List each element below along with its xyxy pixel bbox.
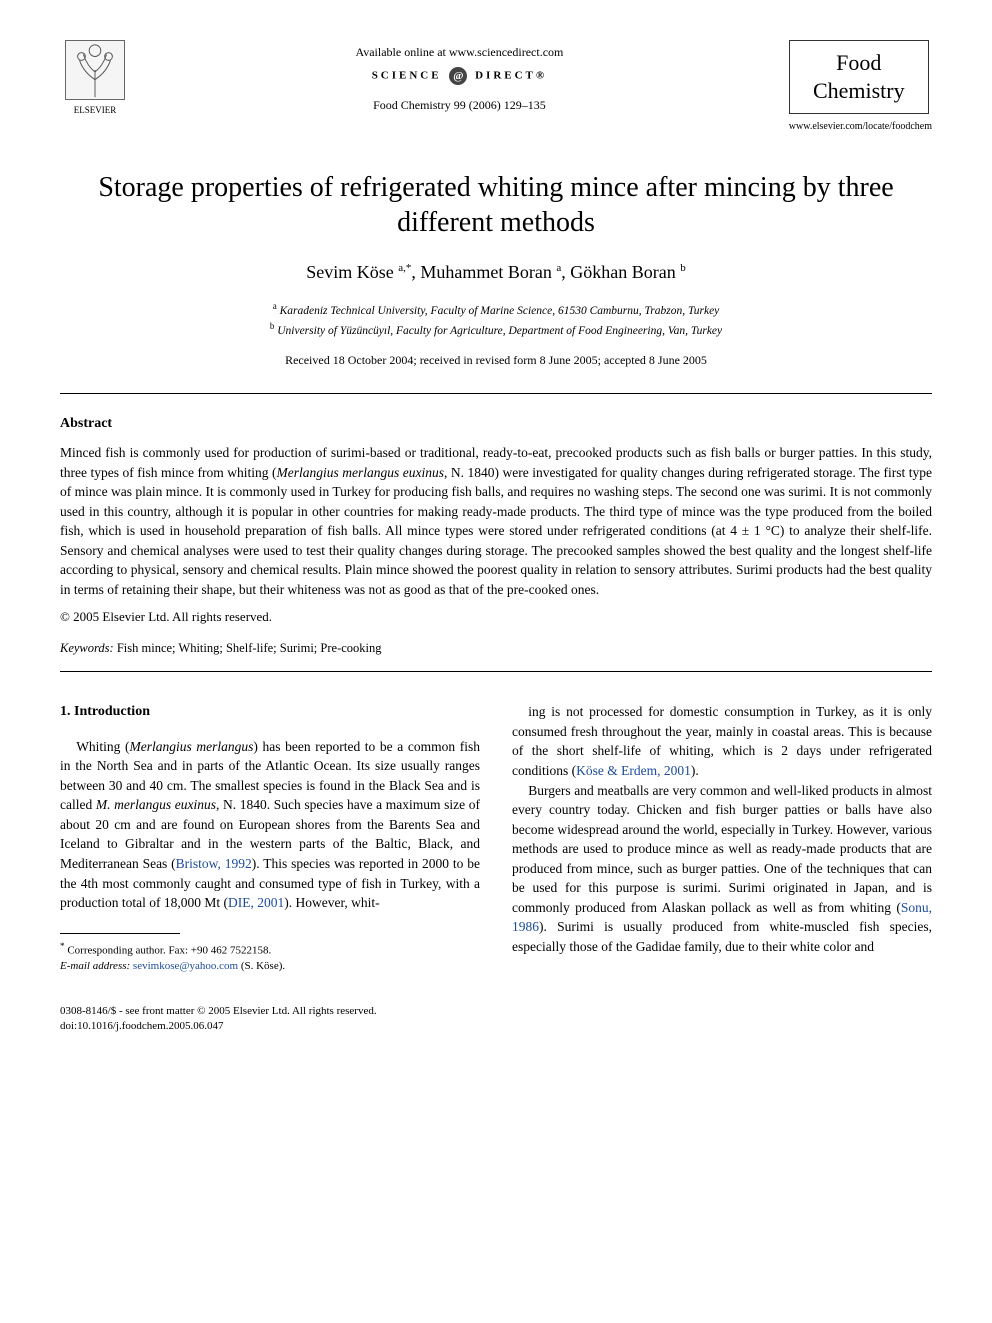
at-icon: @	[449, 67, 467, 85]
authors: Sevim Köse a,*, Muhammet Boran a, Gökhan…	[60, 260, 932, 285]
doi-line: doi:10.1016/j.foodchem.2005.06.047	[60, 1019, 932, 1034]
available-online-line: Available online at www.sciencedirect.co…	[130, 44, 789, 61]
footnote-email-who: (S. Köse).	[241, 960, 285, 972]
scidirect-left: SCIENCE	[372, 69, 442, 81]
article-title: Storage properties of refrigerated whiti…	[60, 170, 932, 240]
footnote-separator	[60, 933, 180, 934]
keywords-label: Keywords:	[60, 641, 114, 655]
scidirect-right: DIRECT®	[475, 69, 547, 81]
elsevier-logo: ELSEVIER	[60, 40, 130, 117]
abstract-copyright: © 2005 Elsevier Ltd. All rights reserved…	[60, 608, 932, 626]
journal-name-1: Food	[806, 51, 912, 75]
abstract-heading: Abstract	[60, 414, 932, 434]
corresponding-footnote: * Corresponding author. Fax: +90 462 752…	[60, 940, 480, 974]
locate-url: www.elsevier.com/locate/foodchem	[789, 120, 932, 134]
intro-para-right-1: ing is not processed for domestic consum…	[512, 702, 932, 780]
elsevier-label: ELSEVIER	[60, 104, 130, 117]
footnote-email[interactable]: sevimkose@yahoo.com	[133, 960, 238, 972]
intro-para-right-2: Burgers and meatballs are very common an…	[512, 781, 932, 957]
article-dates: Received 18 October 2004; received in re…	[60, 352, 932, 369]
center-header: Available online at www.sciencedirect.co…	[130, 40, 789, 118]
journal-box-wrap: Food Chemistry www.elsevier.com/locate/f…	[789, 40, 932, 134]
rule-top	[60, 393, 932, 394]
footnote-email-label: E-mail address:	[60, 960, 130, 972]
keywords-list: Fish mince; Whiting; Shelf-life; Surimi;…	[117, 641, 382, 655]
section-1-heading: 1. Introduction	[60, 702, 480, 722]
issn-line: 0308-8146/$ - see front matter © 2005 El…	[60, 1004, 932, 1019]
footnote-corr: * Corresponding author. Fax: +90 462 752…	[60, 940, 480, 959]
rule-bottom	[60, 671, 932, 672]
bottom-meta: 0308-8146/$ - see front matter © 2005 El…	[60, 1004, 932, 1034]
affiliation-a: a Karadeniz Technical University, Facult…	[60, 300, 932, 320]
footnote-corr-text: Corresponding author. Fax: +90 462 75221…	[67, 944, 271, 956]
affiliations: a Karadeniz Technical University, Facult…	[60, 300, 932, 340]
keywords: Keywords: Fish mince; Whiting; Shelf-lif…	[60, 640, 932, 658]
left-column: 1. Introduction Whiting (Merlangius merl…	[60, 702, 480, 974]
journal-name-2: Chemistry	[806, 79, 912, 103]
affiliation-b: b University of Yüzüncüyıl, Faculty for …	[60, 320, 932, 340]
sciencedirect-logo: SCIENCE @ DIRECT®	[130, 67, 789, 85]
page-header: ELSEVIER Available online at www.science…	[60, 40, 932, 134]
affiliation-a-text: Karadeniz Technical University, Faculty …	[280, 304, 720, 316]
journal-reference: Food Chemistry 99 (2006) 129–135	[130, 97, 789, 114]
abstract-body: Minced fish is commonly used for product…	[60, 443, 932, 600]
affiliation-b-text: University of Yüzüncüyıl, Faculty for Ag…	[277, 324, 722, 336]
body-columns: 1. Introduction Whiting (Merlangius merl…	[60, 702, 932, 974]
journal-title-box: Food Chemistry	[789, 40, 929, 114]
footnote-email-line: E-mail address: sevimkose@yahoo.com (S. …	[60, 959, 480, 974]
elsevier-tree-icon	[65, 40, 125, 100]
right-column: ing is not processed for domestic consum…	[512, 702, 932, 974]
intro-para-left: Whiting (Merlangius merlangus) has been …	[60, 737, 480, 913]
